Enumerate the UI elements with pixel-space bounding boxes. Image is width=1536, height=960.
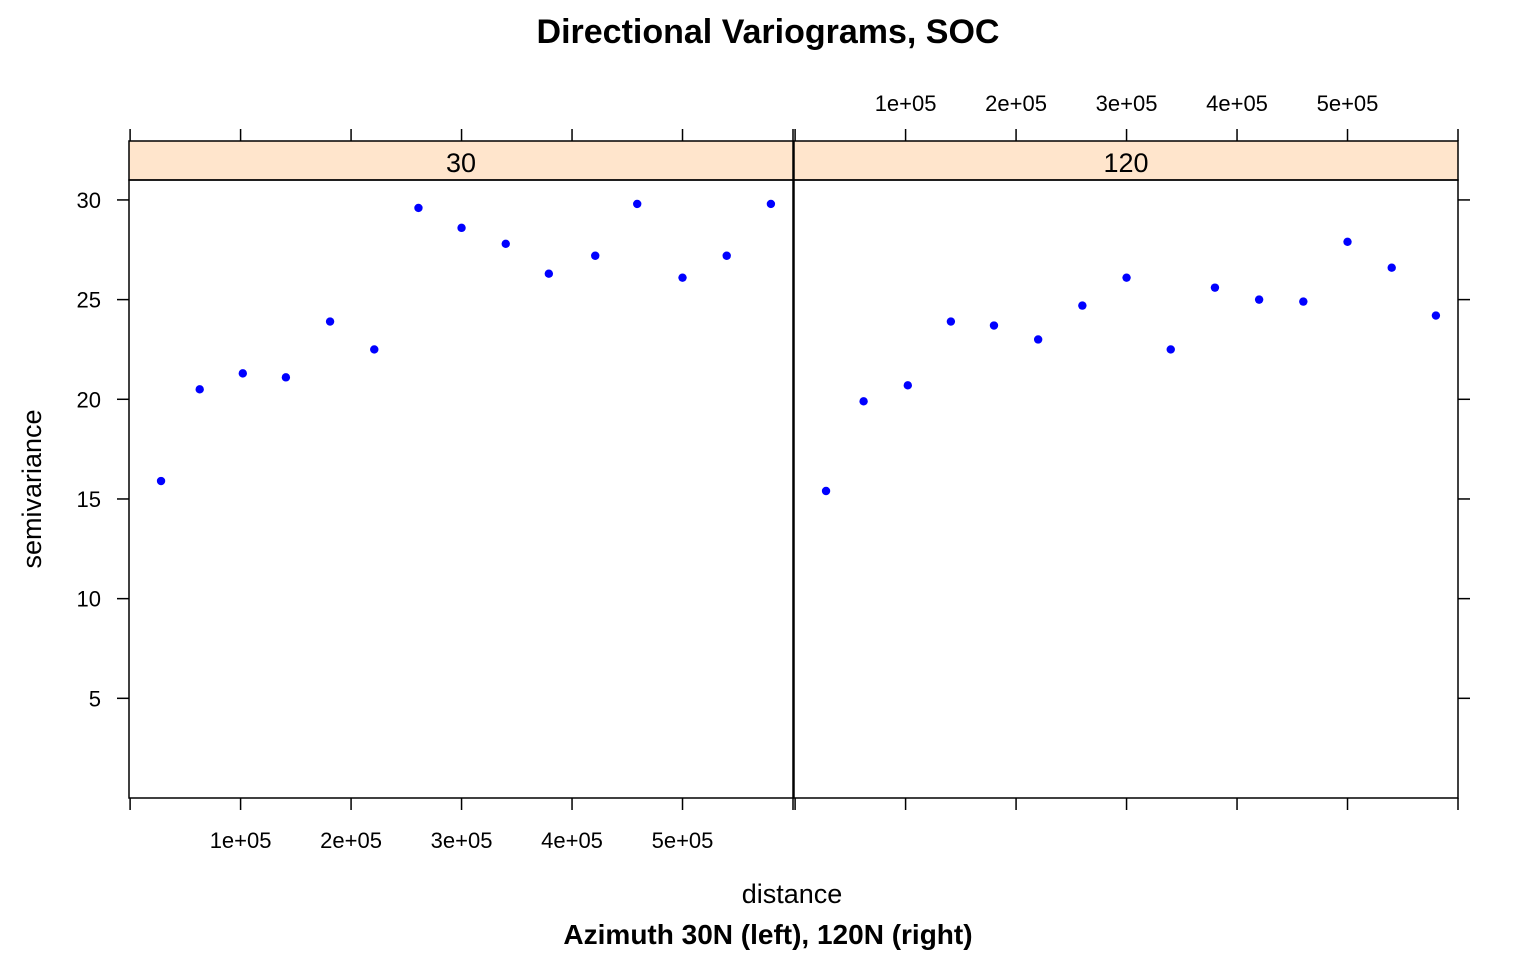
y-tick-label: 5 [89, 686, 101, 711]
x-tick-label: 3e+05 [1096, 91, 1158, 116]
x-tick-label: 5e+05 [652, 828, 714, 853]
x-tick-label: 2e+05 [320, 828, 382, 853]
data-point [1254, 295, 1264, 304]
data-point [989, 321, 999, 330]
data-point [1078, 301, 1087, 310]
strip-label: 30 [446, 148, 476, 178]
y-tick-label: 10 [77, 587, 101, 612]
data-point [325, 317, 335, 326]
chart-subcaption: Azimuth 30N (left), 120N (right) [563, 919, 972, 950]
data-point [195, 385, 204, 394]
chart-title: Directional Variograms, SOC [537, 13, 1000, 51]
y-tick-label: 15 [77, 487, 101, 512]
x-tick-label: 1e+05 [875, 91, 937, 116]
data-point [370, 345, 379, 354]
y-tick-label: 25 [77, 288, 101, 313]
data-point [678, 273, 687, 282]
data-point [156, 476, 166, 486]
panel-frame [128, 179, 794, 799]
x-axis-label: distance [742, 879, 843, 909]
data-point [281, 373, 291, 382]
data-point [544, 269, 554, 278]
data-point [1431, 311, 1441, 320]
data-point [821, 486, 831, 496]
data-point [1033, 335, 1043, 344]
data-point [414, 203, 423, 213]
data-point [238, 369, 247, 378]
data-point [1210, 283, 1220, 292]
strip-label: 120 [1103, 148, 1148, 178]
x-tick-label: 4e+05 [541, 828, 603, 853]
x-tick-label: 1e+05 [210, 828, 272, 853]
y-tick-label: 30 [77, 188, 101, 213]
data-point [1122, 273, 1131, 282]
data-point [1166, 345, 1175, 354]
x-tick-label: 2e+05 [985, 91, 1047, 116]
x-tick-label: 5e+05 [1317, 91, 1379, 116]
data-point [1299, 297, 1308, 306]
panel-30: 30 1e+05 2e+05 3e+05 4e+05 5e+05 5 10 15 20 25 30 [77, 129, 794, 853]
data-point [946, 317, 956, 326]
panel-120: 120 1e+05 2e+05 3e+05 4e+05 5e+05 [793, 91, 1470, 810]
data-point [1343, 237, 1352, 246]
panel-frame [793, 179, 1459, 799]
strip-30 [128, 140, 794, 181]
data-point [633, 199, 642, 209]
y-axis-label: semivariance [17, 409, 47, 568]
data-point [501, 239, 510, 248]
data-point [457, 223, 466, 233]
y-tick-label: 20 [77, 387, 101, 412]
x-tick-label: 4e+05 [1206, 91, 1268, 116]
data-point [903, 381, 912, 390]
data-point [1387, 263, 1396, 272]
strip-120 [793, 140, 1459, 181]
data-point [722, 251, 731, 260]
data-point [859, 397, 868, 406]
data-point [591, 251, 600, 260]
x-tick-label: 3e+05 [431, 828, 493, 853]
data-point [766, 199, 776, 209]
panels-layer: 30 1e+05 2e+05 3e+05 4e+05 5e+05 5 10 15 20 25 30 12… [77, 91, 1470, 853]
